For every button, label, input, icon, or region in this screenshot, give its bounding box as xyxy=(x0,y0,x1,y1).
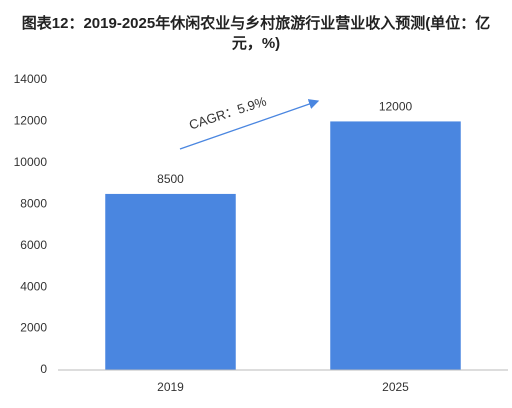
y-tick-label: 12000 xyxy=(14,114,48,128)
value-label: 8500 xyxy=(157,172,184,186)
chart-title: 图表12：2019-2025年休闲农业与乡村旅游行业营业收入预测(单位：亿元，%… xyxy=(21,15,491,52)
trend-arrow xyxy=(179,99,320,150)
bar xyxy=(330,121,461,370)
y-tick-label: 8000 xyxy=(20,196,47,210)
y-tick-label: 14000 xyxy=(14,72,48,86)
y-tick-label: 10000 xyxy=(14,155,48,169)
y-tick-label: 0 xyxy=(40,362,47,376)
y-tick-label: 2000 xyxy=(20,321,47,335)
x-tick-label: 2025 xyxy=(382,380,409,394)
x-tick-label: 2019 xyxy=(157,380,184,394)
value-label: 12000 xyxy=(379,100,413,114)
y-tick-label: 4000 xyxy=(20,279,47,293)
bar xyxy=(105,193,236,370)
cagr-annotation: CAGR：5.9% xyxy=(187,93,268,132)
y-tick-label: 6000 xyxy=(20,238,47,252)
